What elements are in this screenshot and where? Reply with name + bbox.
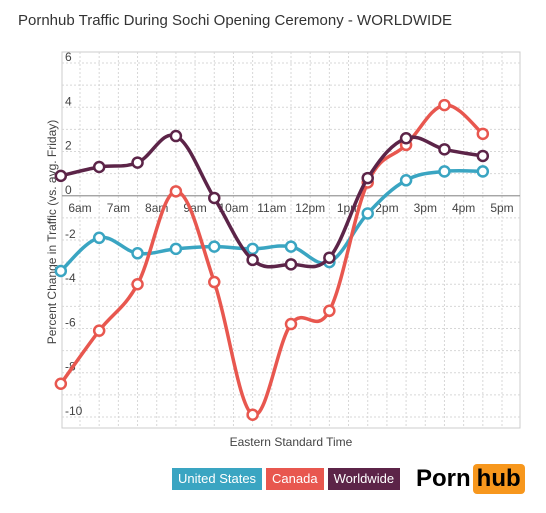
y-tick-label: -2 [65,227,76,241]
data-point-worldwide [476,149,490,163]
chart-title: Pornhub Traffic During Sochi Opening Cer… [18,12,453,29]
data-point-united-states [476,165,490,178]
x-tick-label: 10am [218,201,248,215]
y-tick-label: 0 [65,183,72,197]
y-tick-label: -6 [65,315,76,329]
data-point-united-states [361,207,374,220]
x-tick-label: 12pm [295,201,325,215]
data-point-canada [246,408,259,421]
data-point-united-states [54,264,68,278]
data-point-united-states [92,231,106,245]
data-point-worldwide [92,160,106,174]
data-point-canada [284,317,298,331]
data-point-worldwide [131,156,144,169]
data-point-worldwide [246,253,259,267]
x-axis-label: Eastern Standard Time [230,435,353,449]
data-point-worldwide [323,251,336,264]
data-point-canada [54,377,68,391]
x-tick-label: 4pm [452,201,475,215]
data-point-canada [169,185,183,198]
data-point-worldwide [169,129,183,143]
y-tick-label: -10 [65,404,83,418]
data-point-canada [131,277,144,291]
data-point-united-states [131,247,144,260]
x-tick-label: 3pm [414,201,437,215]
data-point-united-states [438,165,451,178]
legend: United States Canada Worldwide [172,468,401,490]
data-point-worldwide [284,258,298,271]
y-tick-label: 2 [65,139,72,153]
x-tick-label: 6am [68,201,91,215]
data-point-united-states [399,174,413,187]
brand-logo: Porn hub [416,464,525,494]
data-point-canada [323,304,336,318]
data-point-canada [208,275,221,289]
data-point-canada [476,127,490,141]
brand-logo-left: Porn [416,465,471,492]
y-tick-label: -4 [65,271,76,285]
data-point-worldwide [54,169,68,183]
x-tick-label: 11am [257,201,286,215]
data-point-worldwide [399,132,413,145]
legend-item-worldwide[interactable]: Worldwide [327,468,401,490]
data-point-united-states [169,242,183,256]
x-tick-label: 5pm [490,201,513,215]
y-axis-label: Percent Change in Traffic (vs. avg. Frid… [45,120,59,345]
data-point-canada [92,324,106,337]
y-tick-label: -8 [65,360,76,374]
data-point-united-states [284,240,298,253]
data-point-worldwide [438,143,451,156]
data-point-canada [438,98,451,112]
legend-item-united-states[interactable]: United States [172,468,263,490]
y-tick-label: 6 [65,50,72,64]
data-point-worldwide [208,191,221,205]
x-tick-label: 7am [107,201,130,215]
data-point-united-states [246,242,259,256]
legend-item-canada[interactable]: Canada [266,468,324,490]
brand-logo-right: hub [472,464,525,494]
y-tick-label: 4 [65,94,72,108]
data-point-united-states [208,240,221,253]
x-tick-label: 2pm [375,201,398,215]
data-point-worldwide [361,171,374,185]
